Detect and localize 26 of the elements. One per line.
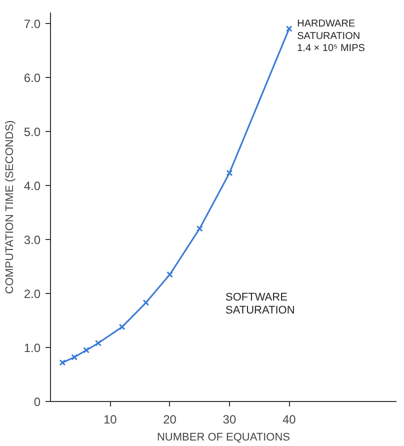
point (59, 359, 66, 366)
x-tick-label: 30 (222, 412, 236, 426)
y-tick-label: 5.0 (24, 124, 41, 139)
annotation: HARDWARE SATURATION 1.4 × 10⁵ MIPS (297, 18, 366, 54)
x-axis-title: NUMBER OF EQUATIONS (156, 432, 290, 444)
point (118, 324, 126, 330)
y-axis-title: COMPUTATION TIME (SECONDS) (4, 120, 16, 294)
point (226, 170, 233, 176)
y-tick-label: 3.0 (24, 232, 41, 247)
annotation: SOFTWARE SATURATION (226, 291, 295, 316)
point (196, 225, 203, 232)
y-tick-label: 1.0 (24, 340, 41, 355)
point (166, 271, 174, 278)
y-tick-label: 6.0 (24, 70, 41, 85)
x-tick-label: 10 (103, 412, 118, 426)
point (71, 354, 78, 360)
point (142, 299, 150, 306)
y-tick-label: 7.0 (24, 16, 41, 31)
point (83, 346, 90, 354)
x-tick-label: 20 (163, 412, 177, 426)
point (95, 340, 102, 346)
y-tick-label: 4.0 (24, 178, 41, 193)
y-tick-label: 2.0 (24, 286, 41, 301)
x-tick-label: 40 (282, 412, 296, 426)
y-tick-label: 0 (34, 395, 41, 409)
point (286, 25, 292, 32)
